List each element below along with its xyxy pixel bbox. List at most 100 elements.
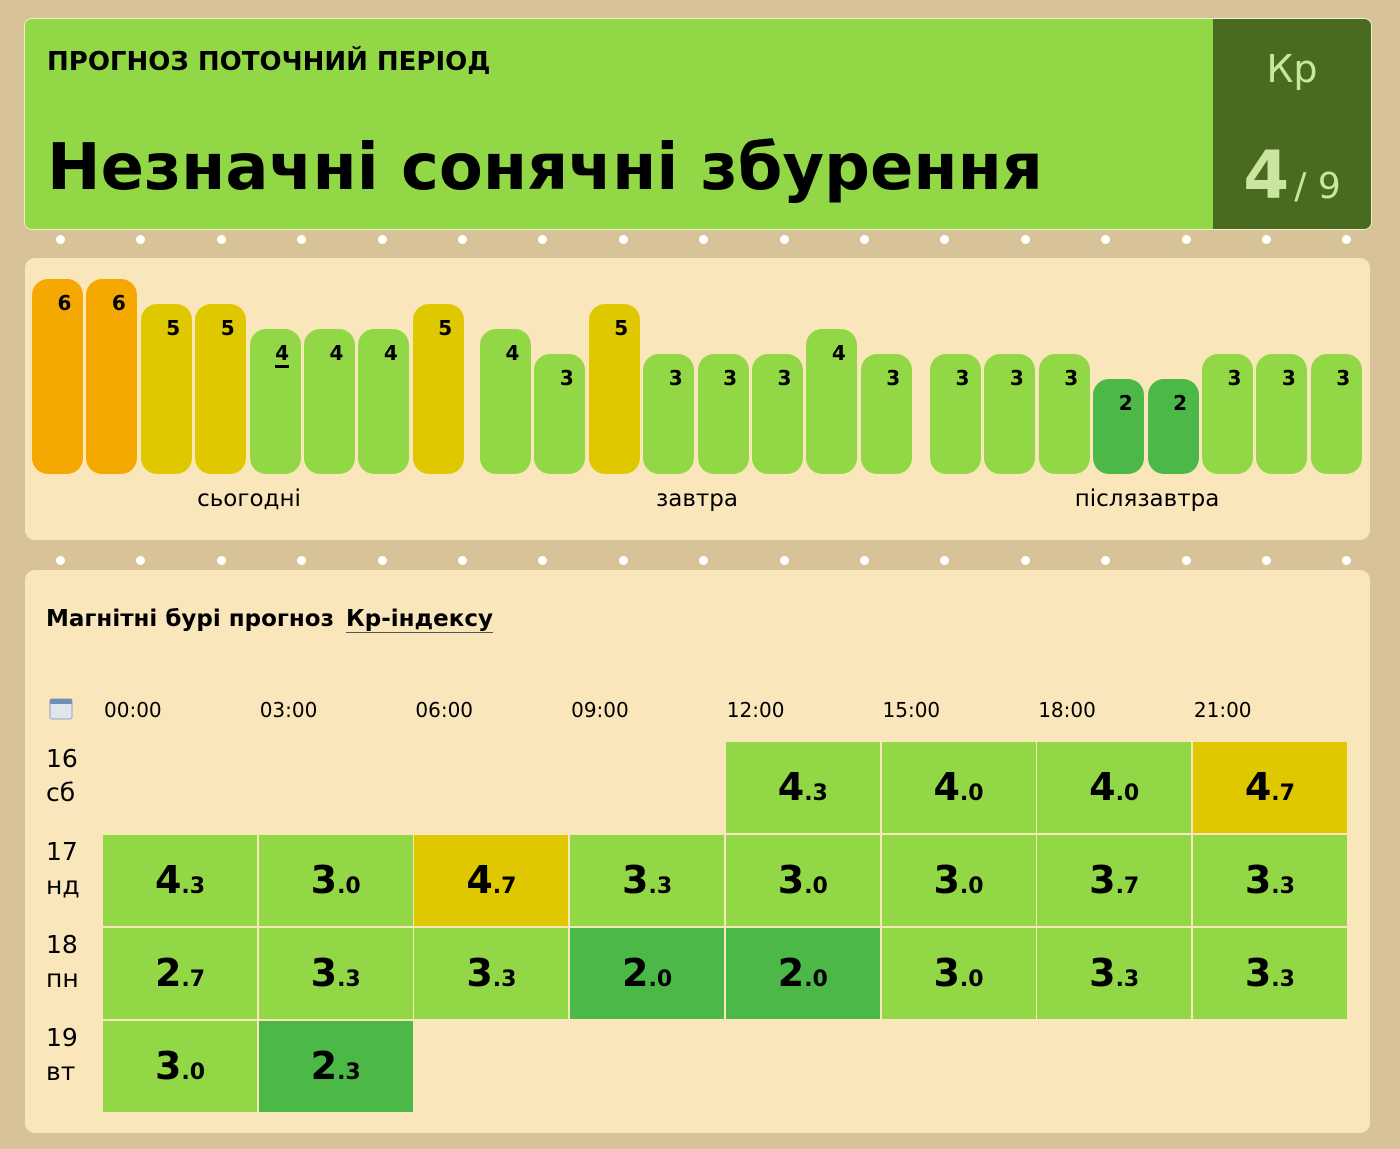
- kp-cell: 3.3: [258, 928, 413, 1019]
- kp-bar: 3: [1202, 354, 1253, 474]
- cell-text: .0: [959, 781, 984, 806]
- time-label: 21:00: [1193, 698, 1252, 722]
- table-title: Магнітні бурі прогноз Кр-індексу: [46, 606, 493, 633]
- dot: [538, 235, 548, 244]
- kp-cell: 2.0: [570, 928, 725, 1019]
- day-label: завтра: [656, 486, 738, 512]
- cell-text: .3: [1271, 967, 1295, 992]
- weekday: сб: [46, 778, 76, 807]
- kp-cell: 3.0: [103, 1021, 257, 1112]
- kp-cell: 3.0: [725, 835, 880, 926]
- cell-text: .3: [1115, 967, 1140, 992]
- bar-label: 3: [1064, 366, 1079, 390]
- cell-text: 3: [933, 858, 960, 902]
- bar-label: 4: [329, 341, 344, 365]
- bar-label: 3: [1009, 366, 1024, 390]
- bar-label: 3: [777, 366, 792, 390]
- day-number: 17: [46, 837, 78, 866]
- dot: [1181, 235, 1191, 244]
- kp-cell: 3.3: [570, 835, 725, 926]
- cell-text: 4: [777, 765, 805, 809]
- dot: [618, 556, 628, 565]
- cell-text: 3: [466, 951, 493, 995]
- kp-bar: 2: [1093, 379, 1145, 474]
- time-label: 15:00: [882, 698, 941, 722]
- dot: [56, 235, 65, 244]
- kp-label: Кр: [1266, 47, 1318, 91]
- title-link[interactable]: Кр-індексу: [345, 606, 493, 633]
- header-label: ПРОГНОЗ ПОТОЧНИЙ ПЕРІОД: [47, 47, 491, 77]
- kp-bar: 3: [534, 354, 586, 474]
- cell-text: 4: [1089, 765, 1116, 809]
- cell-text: 3: [1244, 951, 1272, 995]
- bar-label: 3: [1227, 366, 1242, 390]
- bar-label: 4: [383, 341, 398, 365]
- title-text: Магнітні бурі прогноз: [46, 606, 334, 632]
- dot: [458, 556, 467, 565]
- bar-label: 5: [438, 316, 453, 340]
- bar-label: 3: [723, 366, 738, 390]
- calendar-icon: [49, 698, 73, 720]
- kp-bar: 3: [697, 354, 749, 474]
- cell-text: 2: [777, 951, 805, 995]
- kp-value: 4 / 9: [1213, 137, 1371, 214]
- cell-text: .0: [648, 967, 673, 992]
- kp-scale: / 9: [1294, 166, 1341, 207]
- dot: [1020, 235, 1030, 244]
- day-number: 19: [46, 1023, 78, 1052]
- cell-text: .3: [337, 967, 361, 992]
- kp-cell: 3.0: [258, 835, 413, 926]
- kp-cell: 3.0: [881, 928, 1036, 1019]
- kp-bar: 3: [1256, 354, 1308, 474]
- bar-label: 3: [668, 366, 683, 390]
- dot: [136, 556, 146, 565]
- cell-text: .0: [804, 967, 828, 992]
- header: ПРОГНОЗ ПОТОЧНИЙ ПЕРІОД Незначні сонячні…: [24, 18, 1372, 230]
- bar-label: 5: [614, 316, 629, 340]
- weekday: вт: [46, 1057, 76, 1086]
- cell-text: .0: [337, 874, 361, 899]
- dot: [1342, 556, 1352, 565]
- cell-text: .3: [804, 781, 828, 806]
- cell-text: .7: [181, 967, 206, 992]
- time-label: 06:00: [415, 698, 474, 722]
- bar-label: 3: [1281, 366, 1296, 390]
- cell-text: 3: [1244, 858, 1272, 902]
- dot: [940, 556, 950, 565]
- time-label: 03:00: [259, 698, 318, 722]
- kp-cell: 4.7: [414, 835, 569, 926]
- dot: [56, 556, 65, 565]
- day-label: сьогодні: [197, 486, 301, 512]
- cell-text: .3: [648, 874, 673, 899]
- dot: [699, 235, 709, 244]
- bar-label: 2: [1118, 391, 1133, 415]
- kp-bar: 3: [984, 354, 1036, 474]
- cell-text: .0: [959, 874, 984, 899]
- kp-cell: 3.3: [1192, 835, 1347, 926]
- kp-bar: 4: [806, 329, 858, 474]
- cell-text: .0: [959, 967, 984, 992]
- cell-text: 2: [310, 1044, 338, 1088]
- cell-text: .0: [1115, 781, 1140, 806]
- kp-bar: 3: [643, 354, 695, 474]
- header-title: Незначні сонячні збурення: [47, 131, 1043, 205]
- cell-text: 3: [310, 951, 338, 995]
- bar-label: 5: [220, 316, 235, 340]
- cell-text: 3: [933, 951, 960, 995]
- cell-text: 2: [154, 951, 182, 995]
- kp-bar: 6: [86, 279, 138, 474]
- bar-label: 3: [559, 366, 574, 390]
- cell-text: 4: [1244, 765, 1272, 809]
- day-number: 18: [46, 930, 78, 959]
- kp-bar: 3: [1038, 354, 1090, 474]
- dot: [779, 235, 789, 244]
- kp-bar: 3: [930, 354, 981, 474]
- kp-bar: 5: [140, 304, 192, 474]
- kp-cell: 3.0: [881, 835, 1036, 926]
- kp-cell: 4.3: [103, 835, 257, 926]
- cell-text: 3: [1089, 858, 1116, 902]
- dot: [1262, 556, 1271, 565]
- cell-text: .0: [181, 1060, 206, 1085]
- cell-text: 3: [1089, 951, 1116, 995]
